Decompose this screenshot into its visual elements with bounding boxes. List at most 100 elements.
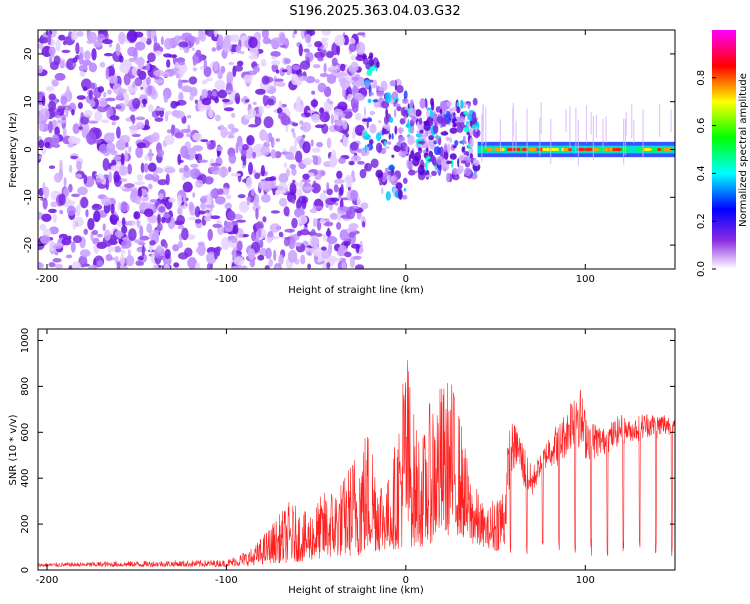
spectrogram-cell — [228, 153, 237, 164]
spectrogram-cell — [428, 135, 435, 141]
spectrogram-cell — [106, 142, 116, 153]
spectrogram-cell — [104, 229, 111, 241]
spectrogram-cell — [326, 137, 332, 149]
spectrogram-cell — [181, 85, 193, 93]
spectrogram-cell — [403, 187, 407, 192]
spectrogram-cell — [409, 99, 414, 108]
tone-peak — [623, 147, 630, 152]
spectrogram-cell — [179, 69, 184, 78]
tone-peak — [614, 147, 623, 152]
spectrogram-cell — [42, 228, 52, 237]
spectrogram-cell — [230, 172, 241, 177]
spectrogram-cell — [66, 85, 70, 96]
spectrogram-cell — [311, 90, 316, 95]
spectrogram-cell — [228, 61, 234, 66]
spectrogram-cell — [231, 248, 237, 259]
spectrogram-cell — [301, 121, 312, 133]
spectrogram-streak — [526, 108, 528, 157]
spectrogram-cell — [467, 102, 471, 110]
spectrogram-cell — [236, 60, 244, 67]
spectrogram-cell — [79, 71, 86, 77]
spectrogram-y-label: Frequency (Hz) — [8, 112, 19, 188]
spectrogram-cell — [148, 103, 154, 113]
spectrogram-cell — [302, 173, 310, 180]
spectrogram-cell — [398, 136, 406, 142]
spectrogram-cell — [202, 88, 208, 99]
spectrogram-cell — [278, 173, 289, 184]
spectrogram-cell — [385, 191, 391, 201]
spectrogram-cell — [252, 169, 257, 175]
spectrogram-cell — [39, 108, 50, 122]
spectrogram-cell — [102, 223, 106, 232]
spectrogram-cell — [350, 61, 359, 73]
spectrogram-cell — [407, 119, 410, 127]
spectrogram-cell — [139, 225, 144, 238]
spectrogram-cell — [257, 228, 262, 239]
spectrogram-cell — [368, 139, 374, 145]
spectrogram-cell — [264, 105, 272, 109]
x-tick-label: -100 — [215, 575, 238, 586]
spectrogram-cell — [292, 64, 301, 71]
spectrogram-cell — [383, 141, 387, 146]
spectrogram-streak — [585, 105, 588, 144]
spectrogram-cell — [83, 174, 88, 184]
spectrogram-cell — [464, 167, 472, 177]
snr-series-line — [38, 360, 675, 568]
spectrogram-cell — [161, 216, 166, 224]
spectrogram-cell — [83, 228, 89, 235]
spectrogram-cell — [226, 71, 234, 84]
spectrogram-cell — [408, 169, 416, 176]
spectrogram-cell — [98, 30, 106, 34]
spectrogram-streak — [605, 116, 607, 143]
spectrogram-cell — [180, 79, 190, 83]
spectrogram-cell — [309, 235, 320, 248]
spectrogram-cell — [330, 68, 338, 76]
spectrogram-cell — [235, 142, 239, 154]
spectrogram-cell — [178, 41, 189, 48]
spectrogram-cell — [232, 224, 239, 235]
spectrogram-cell — [381, 130, 385, 136]
spectrogram-cell — [304, 33, 312, 44]
spectrogram-cell — [274, 78, 284, 82]
spectrogram-cell — [139, 36, 148, 43]
spectrogram-cell — [178, 91, 184, 103]
spectrogram-cell — [276, 81, 286, 87]
spectrogram-cell — [238, 200, 250, 213]
spectrogram-cell — [92, 139, 102, 144]
spectrogram-cell — [461, 146, 464, 153]
x-tick-label: 0 — [403, 274, 409, 285]
spectrogram-cell — [119, 62, 131, 74]
spectrogram-streak — [575, 107, 577, 154]
spectrogram-cell — [330, 197, 340, 202]
spectrogram-cell — [246, 135, 255, 146]
spectrogram-cell — [116, 220, 123, 227]
spectrogram-cell — [70, 155, 79, 159]
spectrogram-cell — [243, 74, 253, 83]
spectrogram-cell — [148, 148, 153, 162]
spectrogram-cell — [154, 50, 162, 56]
spectrogram-cell — [136, 219, 140, 227]
spectrogram-cell — [113, 156, 122, 161]
spectrogram-cell — [148, 183, 153, 190]
spectrogram-cell — [204, 176, 214, 185]
spectrogram-cell — [394, 108, 397, 118]
spectrogram-cell — [85, 209, 89, 218]
spectrogram-cell — [472, 128, 481, 138]
spectrogram-cell — [181, 227, 189, 241]
spectrogram-cell — [314, 51, 325, 59]
spectrogram-cell — [316, 141, 324, 148]
spectrogram-cell — [231, 112, 236, 118]
colorbar-tick-label: 0.6 — [696, 118, 707, 134]
spectrogram-cell — [330, 63, 339, 70]
spectrogram-cell — [283, 237, 290, 247]
spectrogram-cell — [68, 164, 73, 173]
spectrogram-cell — [415, 133, 422, 138]
spectrogram-cell — [120, 239, 132, 249]
spectrogram-cell — [140, 86, 144, 90]
spectrogram-cell — [388, 117, 394, 123]
spectrogram-cell — [135, 146, 144, 159]
spectrogram-streak — [658, 103, 661, 138]
spectrogram-cell — [214, 196, 226, 205]
spectrogram-cell — [331, 57, 338, 67]
spectrogram-cell — [319, 218, 326, 225]
